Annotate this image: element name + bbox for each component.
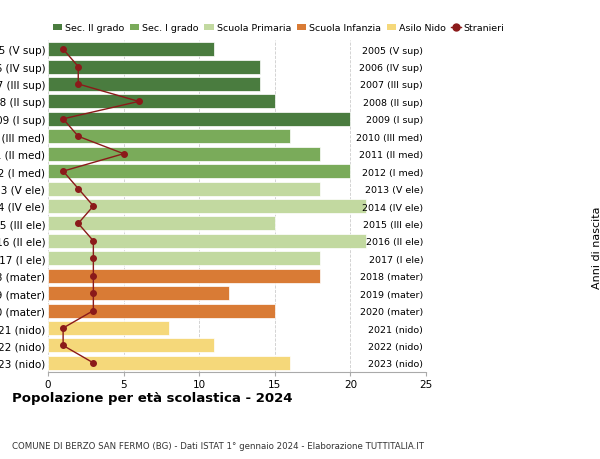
Bar: [48, 252, 320, 266]
Bar: [48, 130, 290, 144]
Bar: [48, 217, 275, 231]
Bar: [48, 321, 169, 335]
Bar: [48, 200, 365, 213]
Bar: [48, 235, 365, 248]
Bar: [48, 61, 260, 74]
Bar: [48, 95, 275, 109]
Bar: [48, 356, 290, 370]
Text: Anni di nascita: Anni di nascita: [592, 207, 600, 289]
Bar: [48, 286, 229, 301]
Bar: [48, 43, 214, 57]
Text: Popolazione per età scolastica - 2024: Popolazione per età scolastica - 2024: [12, 391, 293, 404]
Bar: [48, 112, 350, 127]
Bar: [48, 147, 320, 161]
Bar: [48, 339, 214, 353]
Bar: [48, 269, 320, 283]
Bar: [48, 304, 275, 318]
Text: COMUNE DI BERZO SAN FERMO (BG) - Dati ISTAT 1° gennaio 2024 - Elaborazione TUTTI: COMUNE DI BERZO SAN FERMO (BG) - Dati IS…: [12, 441, 424, 450]
Bar: [48, 182, 320, 196]
Bar: [48, 165, 350, 179]
Bar: [48, 78, 260, 92]
Legend: Sec. II grado, Sec. I grado, Scuola Primaria, Scuola Infanzia, Asilo Nido, Stran: Sec. II grado, Sec. I grado, Scuola Prim…: [53, 24, 505, 34]
